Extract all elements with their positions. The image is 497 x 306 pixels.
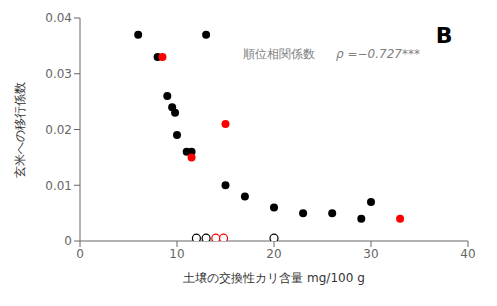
html-text:ρ =−0.727***: ρ =−0.727***: [336, 46, 420, 61]
svg-text:0: 0: [76, 247, 84, 261]
svg-text:20: 20: [266, 247, 281, 261]
html-text:B: B: [435, 22, 453, 48]
svg-text:0.01: 0.01: [45, 179, 72, 193]
svg-text:10: 10: [169, 247, 184, 261]
svg-text:土壌の交換性カリ含量 mg/100 g: 土壌の交換性カリ含量 mg/100 g: [183, 271, 365, 285]
svg-text:30: 30: [363, 247, 378, 261]
svg-text:40: 40: [460, 247, 475, 261]
svg-text:0.04: 0.04: [45, 11, 72, 25]
html-text:順位相関係数: 順位相関係数: [243, 46, 315, 61]
svg-text:0: 0: [64, 234, 72, 248]
svg-text:0.02: 0.02: [45, 123, 72, 137]
svg-text:0.03: 0.03: [45, 67, 72, 81]
svg-text:玄米への移行係数: 玄米への移行係数: [13, 82, 27, 178]
